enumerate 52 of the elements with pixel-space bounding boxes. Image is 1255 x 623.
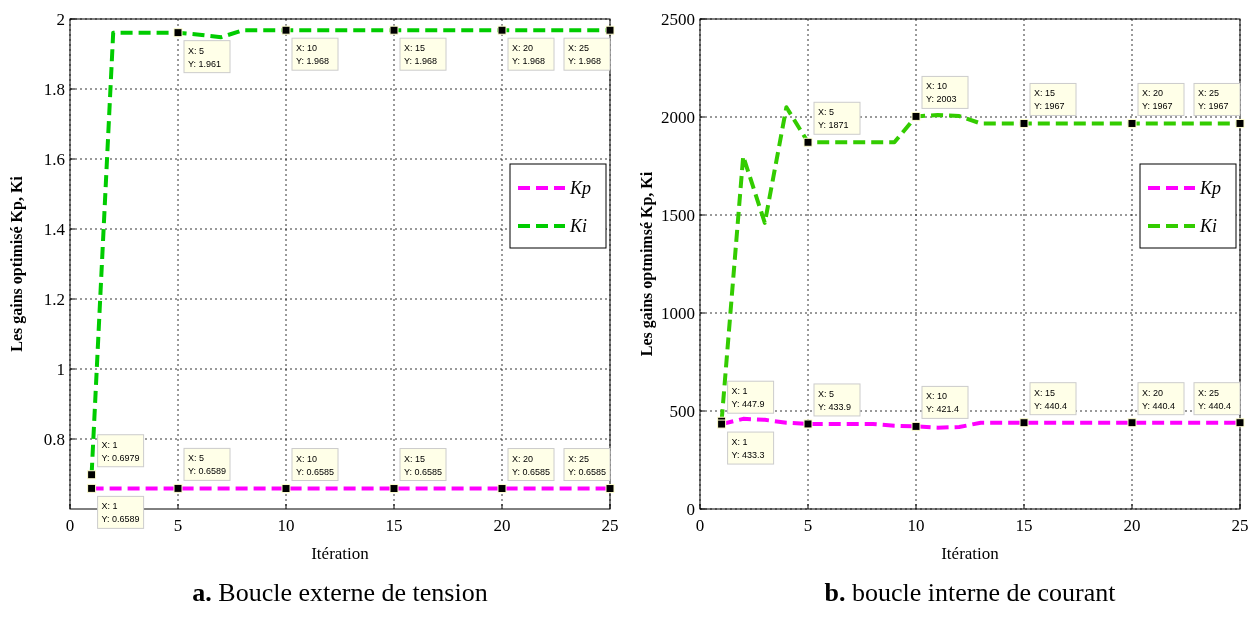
y-tick-label: 2500 <box>661 10 695 29</box>
y-tick-label: 1.6 <box>43 150 65 169</box>
y-tick-label: 1 <box>56 360 65 379</box>
y-tick-label: 500 <box>669 402 695 421</box>
text: b. boucle interne de courant <box>824 578 1117 607</box>
y-axis-title: Les gains optmimsé Kp, Ki <box>638 171 656 357</box>
y-tick-label: 1.2 <box>43 290 65 309</box>
y-tick-label: 1.8 <box>43 80 65 99</box>
x-axis-title: Itération <box>311 544 370 563</box>
y-tick-label: 2000 <box>661 108 695 127</box>
x-tick-label: 5 <box>173 516 183 535</box>
annotation: X: 5 Y: 0.6589 <box>188 453 227 477</box>
x-axis-title: Itération <box>941 544 1000 563</box>
annotation: X: 1 Y: 447.9 <box>731 386 765 410</box>
legend-label: Ki <box>1199 216 1218 236</box>
legend-label: Kp <box>569 178 592 198</box>
x-tick-label: 15 <box>1015 516 1033 535</box>
annotation: X: 5 Y: 433.9 <box>818 388 852 412</box>
annotation: X: 20 Y: 1967 <box>1142 88 1173 112</box>
x-tick-label: 25 <box>601 516 619 535</box>
annotation: X: 10 Y: 1.968 <box>296 43 330 67</box>
annotation: X: 20 Y: 440.4 <box>1142 387 1176 411</box>
x-tick-label: 15 <box>385 516 403 535</box>
annotation: X: 20 Y: 1.968 <box>512 43 546 67</box>
x-tick-label: 20 <box>1123 516 1141 535</box>
annotation: X: 10 Y: 421.4 <box>926 391 960 415</box>
y-tick-label: 1.4 <box>43 220 66 239</box>
annotation: X: 1 Y: 0.6589 <box>101 501 140 525</box>
annotation: X: 15 Y: 440.4 <box>1034 387 1068 411</box>
annotation: X: 15 Y: 1.968 <box>404 43 438 67</box>
y-tick-label: 1500 <box>661 206 695 225</box>
y-tick-label: 1000 <box>661 304 695 323</box>
x-tick-label: 10 <box>907 516 925 535</box>
x-tick-label: 10 <box>277 516 295 535</box>
annotation: X: 15 Y: 1967 <box>1034 88 1065 112</box>
annotation: X: 1 Y: 433.3 <box>731 437 765 461</box>
x-tick-label: 25 <box>1231 516 1249 535</box>
annotation: X: 5 Y: 1.961 <box>188 45 222 69</box>
y-tick-label: 0.8 <box>43 430 65 449</box>
annotation: X: 25 Y: 1.968 <box>568 43 602 67</box>
annotation: X: 10 Y: 2003 <box>926 81 957 105</box>
y-tick-label: 2 <box>56 10 65 29</box>
annotation: X: 25 Y: 440.4 <box>1198 387 1232 411</box>
y-axis-title: Les gains optimisé Kp, Ki <box>8 175 26 352</box>
x-tick-label: 20 <box>493 516 511 535</box>
annotation: X: 5 Y: 1871 <box>818 107 849 131</box>
legend-label: Kp <box>1199 178 1222 198</box>
text: a. Boucle externe de tension <box>192 578 488 607</box>
y-tick-label: 0 <box>686 500 695 519</box>
annotation: X: 25 Y: 1967 <box>1198 88 1229 112</box>
x-tick-label: 5 <box>803 516 813 535</box>
legend-label: Ki <box>569 216 588 236</box>
